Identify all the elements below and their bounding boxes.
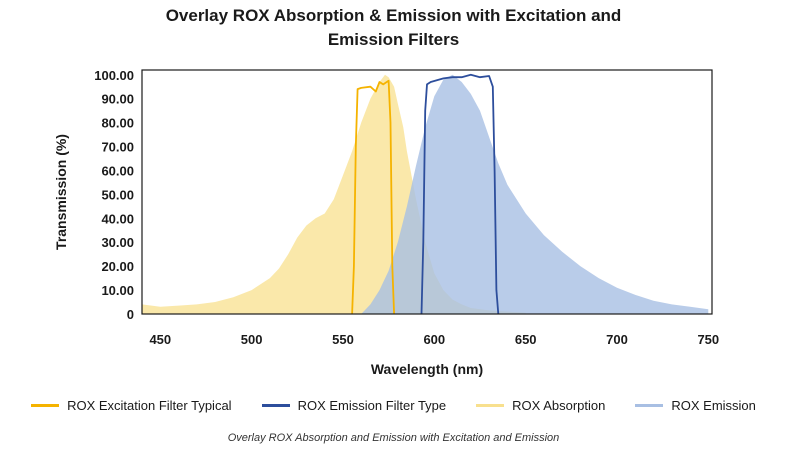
x-axis-title: Wavelength (nm) <box>371 361 483 377</box>
x-tick-label: 650 <box>515 332 537 347</box>
legend-item-rox-absorption: ROX Absorption <box>476 398 605 413</box>
y-tick-label: 70.00 <box>101 140 134 155</box>
x-tick-label: 450 <box>149 332 171 347</box>
y-tick-label: 80.00 <box>101 116 134 131</box>
y-tick-label: 50.00 <box>101 187 134 202</box>
plot-area <box>142 73 709 315</box>
figure-caption: Overlay ROX Absorption and Emission with… <box>227 432 560 444</box>
chart-canvas: 450 500 550 600 650 700 750 0 10.00 20.00 30.00 40.… <box>53 68 719 377</box>
area-rox-emission <box>361 74 709 314</box>
legend-item-emission-filter: ROX Emission Filter Type <box>261 398 447 413</box>
x-tick-label: 700 <box>606 332 628 347</box>
y-tick-label: 90.00 <box>101 92 134 107</box>
legend-swatch-rox-absorption <box>476 404 505 407</box>
legend-swatch-excitation-filter <box>31 404 60 407</box>
legend: ROX Excitation Filter Typical ROX Emissi… <box>0 398 787 413</box>
y-tick-label: 0 <box>127 307 134 322</box>
y-tick-label: 40.00 <box>101 211 134 226</box>
legend-swatch-rox-emission <box>635 404 664 407</box>
chart-title-line2: Emission Filters <box>327 30 460 49</box>
x-tick-label: 500 <box>241 332 263 347</box>
area-rox-absorption <box>142 74 526 314</box>
x-tick-label: 750 <box>697 332 719 347</box>
y-tick-label: 60.00 <box>101 164 134 179</box>
chart-title: Overlay ROX Absorption & Emission with E… <box>0 4 787 52</box>
legend-item-rox-emission: ROX Emission <box>635 398 756 413</box>
line-rox-emission-filter-type <box>420 73 500 315</box>
y-tick-label: 100.00 <box>94 68 134 83</box>
y-tick-label: 20.00 <box>101 259 134 274</box>
y-axis-title: Transmission (%) <box>53 134 69 250</box>
x-tick-label: 600 <box>423 332 445 347</box>
legend-label-rox-absorption: ROX Absorption <box>512 398 606 413</box>
legend-label-excitation-filter: ROX Excitation Filter Typical <box>67 398 232 413</box>
line-rox-excitation-filter-typical <box>351 79 395 315</box>
y-tick-label: 30.00 <box>101 235 134 250</box>
chart-title-line1: Overlay ROX Absorption & Emission with E… <box>165 6 622 25</box>
x-tick-label: 550 <box>332 332 354 347</box>
legend-item-excitation-filter: ROX Excitation Filter Typical <box>31 398 232 413</box>
legend-label-emission-filter: ROX Emission Filter Type <box>297 398 447 413</box>
axes: 450 500 550 600 650 700 750 0 10.00 20.00 30.00 40.… <box>94 68 719 347</box>
legend-label-rox-emission: ROX Emission <box>671 398 756 413</box>
legend-swatch-emission-filter <box>261 404 290 407</box>
plot-frame <box>141 69 713 315</box>
y-tick-label: 10.00 <box>101 283 134 298</box>
